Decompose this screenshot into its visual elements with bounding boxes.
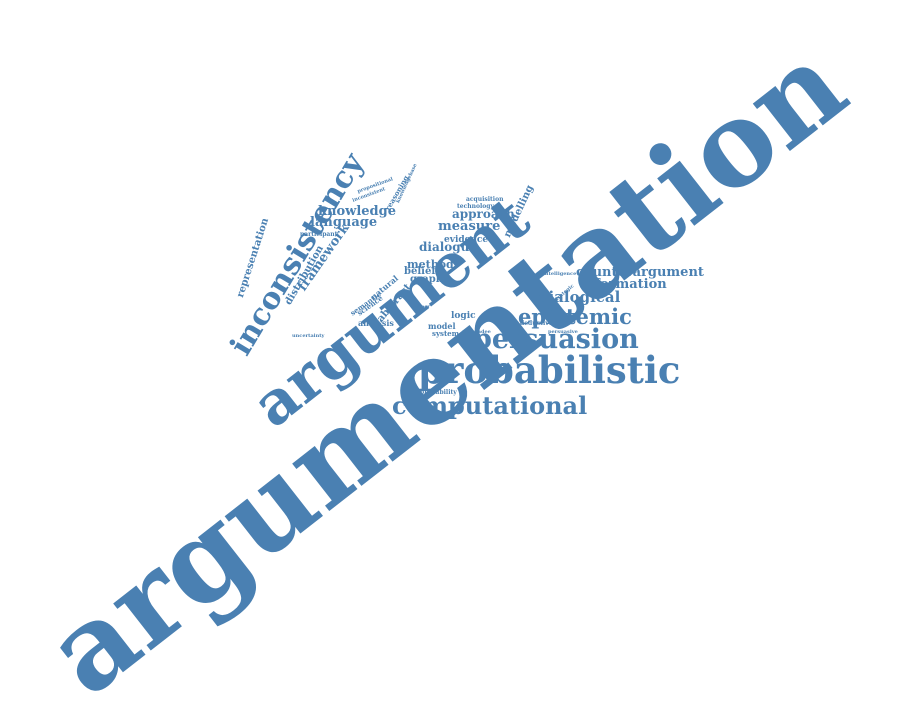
word-language: language xyxy=(310,215,378,230)
word-paper: paper xyxy=(414,304,431,310)
word-information: information xyxy=(580,277,667,292)
word-dialogue: dialogue xyxy=(419,240,478,254)
word-intelligence: intelligence xyxy=(543,271,577,277)
word-computational: computational xyxy=(392,391,588,420)
word-system: system xyxy=(432,329,460,338)
word-graph: graph xyxy=(410,274,444,285)
word-belief: belief xyxy=(404,266,436,277)
word-technology: technology xyxy=(457,203,494,210)
word-persuadee: persuadee xyxy=(462,329,491,335)
word-persuasion: persuasion xyxy=(473,324,639,355)
word-participant: participant xyxy=(300,231,338,238)
word-acquisition: acquisition xyxy=(466,196,504,203)
word-model: model xyxy=(428,321,456,331)
word-persuasive: persuasive xyxy=(548,329,578,335)
word-approach: approach xyxy=(452,207,515,221)
word-dialogical: dialogical xyxy=(538,288,621,306)
word-evidence: evidence xyxy=(444,235,489,245)
word-uncertainty: uncertainty xyxy=(292,333,325,339)
word-knowledge: knowledge xyxy=(318,204,396,219)
word-measure: measure xyxy=(438,219,501,234)
word-analysis: analysis xyxy=(358,318,394,328)
word-epistemic: epistemic xyxy=(518,304,632,329)
word-cloud: argumentation argument inconsistency pro… xyxy=(22,16,871,721)
word-method: method xyxy=(407,258,454,271)
word-probabilistic: probabilistic xyxy=(418,348,681,392)
word-probability: probability xyxy=(420,389,457,396)
word-counterargument: counterargument xyxy=(576,265,704,280)
word-deductive: deductive xyxy=(520,320,553,327)
word-logic: logic xyxy=(451,311,476,321)
